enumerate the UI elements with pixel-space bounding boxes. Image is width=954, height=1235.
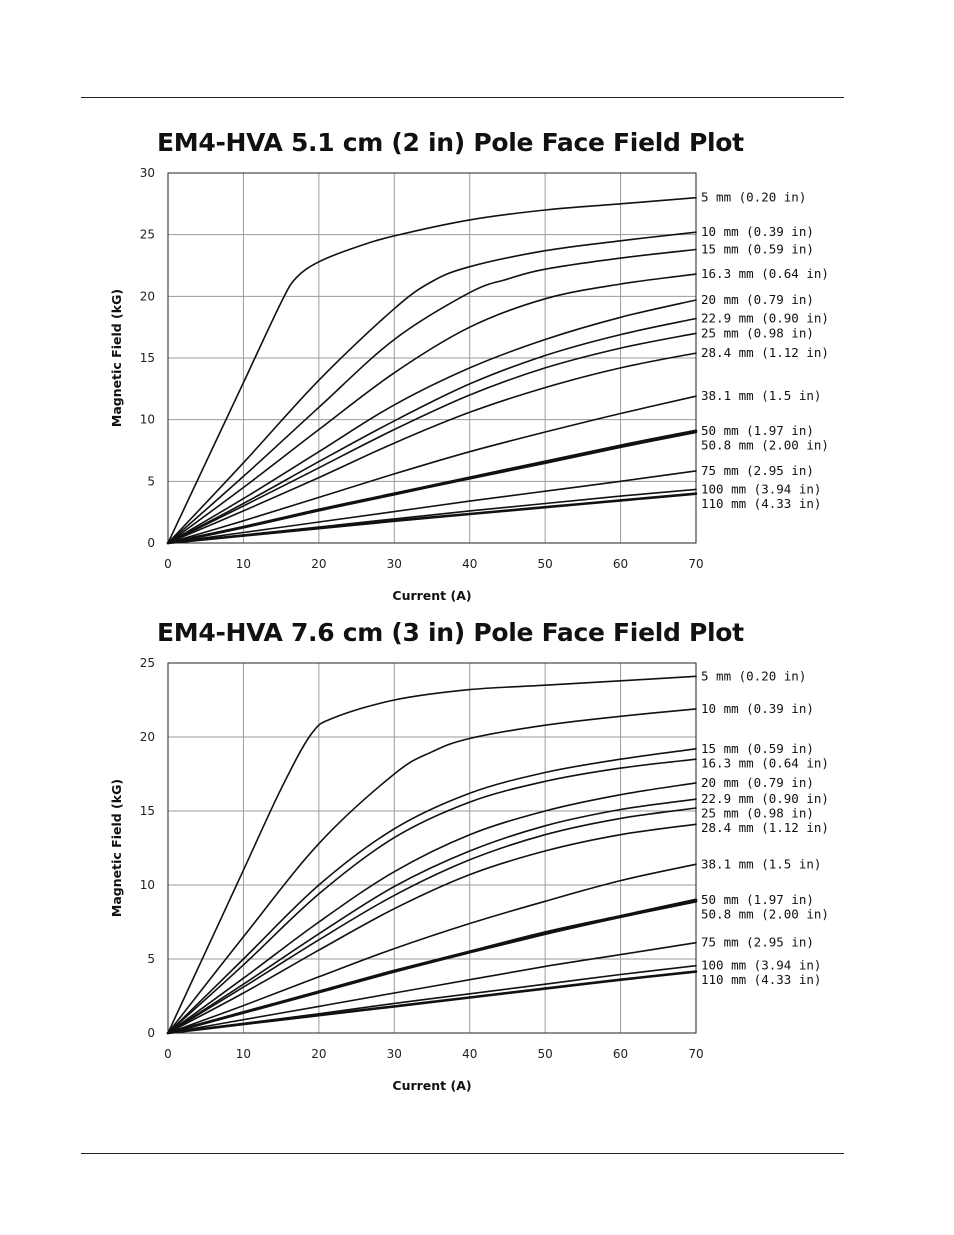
y-tick-label-10: 10: [140, 878, 155, 892]
y-tick-label-5: 5: [147, 474, 155, 488]
series-label-16-3-mm-0-64-in: 16.3 mm (0.64 in): [701, 266, 829, 281]
x-tick-label-40: 40: [462, 557, 477, 571]
series-line-10-mm-0-39-in: [167, 708, 697, 1034]
series-line-10-mm-0-39-in: [167, 231, 697, 544]
header-rule: [81, 97, 844, 98]
y-tick-label-15: 15: [140, 351, 155, 365]
series-label-50-mm-1-97-in: 50 mm (1.97 in): [701, 892, 814, 907]
series-line-25-mm-0-98-in: [167, 807, 697, 1034]
series-label-50-8-mm-2-00-in: 50.8 mm (2.00 in): [701, 906, 829, 921]
y-tick-label-20: 20: [140, 289, 155, 303]
x-tick-label-50: 50: [538, 1047, 553, 1061]
y-tick-label-30: 30: [140, 166, 155, 180]
series-label-38-1-mm-1-5-in: 38.1 mm (1.5 in): [701, 388, 821, 403]
series-label-75-mm-2-95-in: 75 mm (2.95 in): [701, 935, 814, 950]
series-line-15-mm-0-59-in: [167, 248, 697, 544]
series-line-110-mm-4-33-in: [166, 492, 698, 545]
series-label-25-mm-0-98-in: 25 mm (0.98 in): [701, 325, 814, 340]
x-tick-label-0: 0: [164, 557, 172, 571]
series-line-28-4-mm-1-12-in: [167, 352, 697, 544]
series-label-75-mm-2-95-in: 75 mm (2.95 in): [701, 463, 814, 478]
series-line-38-1-mm-1-5-in: [167, 395, 697, 544]
series-label-10-mm-0-39-in: 10 mm (0.39 in): [701, 701, 814, 716]
x-tick-label-20: 20: [311, 557, 326, 571]
series-label-15-mm-0-59-in: 15 mm (0.59 in): [701, 241, 814, 256]
field-plot-3in: 0 10 20 30 40 50 60 70 0 5 10 15 20 25 Current (A) Magn…: [109, 656, 829, 1093]
y-tick-label-20: 20: [140, 730, 155, 744]
series-label-50-8-mm-2-00-in: 50.8 mm (2.00 in): [701, 437, 829, 452]
series-line-20-mm-0-79-in: [167, 782, 697, 1034]
x-tick-label-10: 10: [236, 557, 251, 571]
y-tick-label-15: 15: [140, 804, 155, 818]
x-axis-label: Current (A): [392, 1078, 471, 1093]
series-label-10-mm-0-39-in: 10 mm (0.39 in): [701, 224, 814, 239]
x-tick-label-70: 70: [688, 557, 703, 571]
series-line-50-8-mm-2-00-in: [166, 900, 698, 1035]
series-label-38-1-mm-1-5-in: 38.1 mm (1.5 in): [701, 856, 821, 871]
footer-rule: [81, 1153, 844, 1154]
series-line-25-mm-0-98-in: [167, 332, 697, 544]
field-plot-2in: 0 10 20 30 40 50 60 70 0 5 10 15 20 25 30 Current (A) Ma…: [109, 166, 829, 603]
series-label-5-mm-0-20-in: 5 mm (0.20 in): [701, 668, 806, 683]
series-label-50-mm-1-97-in: 50 mm (1.97 in): [701, 423, 814, 438]
x-tick-label-50: 50: [538, 557, 553, 571]
x-tick-label-60: 60: [613, 1047, 628, 1061]
y-tick-label-0: 0: [147, 1026, 155, 1040]
y-tick-label-10: 10: [140, 413, 155, 427]
x-tick-label-60: 60: [613, 557, 628, 571]
series-label-22-9-mm-0-90-in: 22.9 mm (0.90 in): [701, 791, 829, 806]
series-line-16-3-mm-0-64-in: [167, 758, 697, 1034]
series-line-28-4-mm-1-12-in: [167, 823, 697, 1034]
series-label-100-mm-3-94-in: 100 mm (3.94 in): [701, 481, 821, 496]
series-label-25-mm-0-98-in: 25 mm (0.98 in): [701, 806, 814, 821]
series-line-22-9-mm-0-90-in: [167, 798, 697, 1034]
series-line-75-mm-2-95-in: [167, 941, 697, 1034]
plot-frame: [167, 172, 697, 544]
series-label-110-mm-4-33-in: 110 mm (4.33 in): [701, 496, 821, 511]
y-tick-label-5: 5: [147, 952, 155, 966]
series-label-16-3-mm-0-64-in: 16.3 mm (0.64 in): [701, 755, 829, 770]
series-line-38-1-mm-1-5-in: [167, 863, 697, 1034]
x-tick-label-70: 70: [688, 1047, 703, 1061]
series-line-16-3-mm-0-64-in: [167, 273, 697, 544]
y-axis-label: Magnetic Field (kG): [109, 289, 124, 427]
x-tick-label-20: 20: [311, 1047, 326, 1061]
series-label-28-4-mm-1-12-in: 28.4 mm (1.12 in): [701, 345, 829, 360]
x-tick-label-10: 10: [236, 1047, 251, 1061]
series-line-5-mm-0-20-in: [167, 196, 697, 544]
series-line-75-mm-2-95-in: [167, 470, 697, 544]
series-label-110-mm-4-33-in: 110 mm (4.33 in): [701, 972, 821, 987]
series-label-22-9-mm-0-90-in: 22.9 mm (0.90 in): [701, 311, 829, 326]
series-line-20-mm-0-79-in: [167, 299, 697, 544]
y-axis-label: Magnetic Field (kG): [109, 779, 124, 917]
series-line-15-mm-0-59-in: [167, 748, 697, 1034]
plot-frame: [167, 662, 697, 1034]
series-line-50-8-mm-2-00-in: [166, 430, 698, 545]
x-axis-label: Current (A): [392, 588, 471, 603]
y-tick-label-25: 25: [140, 228, 155, 242]
series-label-28-4-mm-1-12-in: 28.4 mm (1.12 in): [701, 820, 829, 835]
y-tick-label-0: 0: [147, 536, 155, 550]
x-tick-label-0: 0: [164, 1047, 172, 1061]
x-tick-label-30: 30: [387, 1047, 402, 1061]
chart-title-3in: EM4-HVA 7.6 cm (3 in) Pole Face Field Pl…: [157, 618, 744, 647]
series-line-22-9-mm-0-90-in: [167, 317, 697, 544]
series-label-100-mm-3-94-in: 100 mm (3.94 in): [701, 958, 821, 973]
series-label-15-mm-0-59-in: 15 mm (0.59 in): [701, 741, 814, 756]
chart-title-2in: EM4-HVA 5.1 cm (2 in) Pole Face Field Pl…: [157, 128, 744, 157]
series-label-5-mm-0-20-in: 5 mm (0.20 in): [701, 190, 806, 205]
x-tick-label-30: 30: [387, 557, 402, 571]
y-tick-label-25: 25: [140, 656, 155, 670]
series-line-5-mm-0-20-in: [167, 675, 697, 1034]
x-tick-label-40: 40: [462, 1047, 477, 1061]
series-label-20-mm-0-79-in: 20 mm (0.79 in): [701, 775, 814, 790]
series-label-20-mm-0-79-in: 20 mm (0.79 in): [701, 292, 814, 307]
series-line-110-mm-4-33-in: [166, 970, 698, 1035]
